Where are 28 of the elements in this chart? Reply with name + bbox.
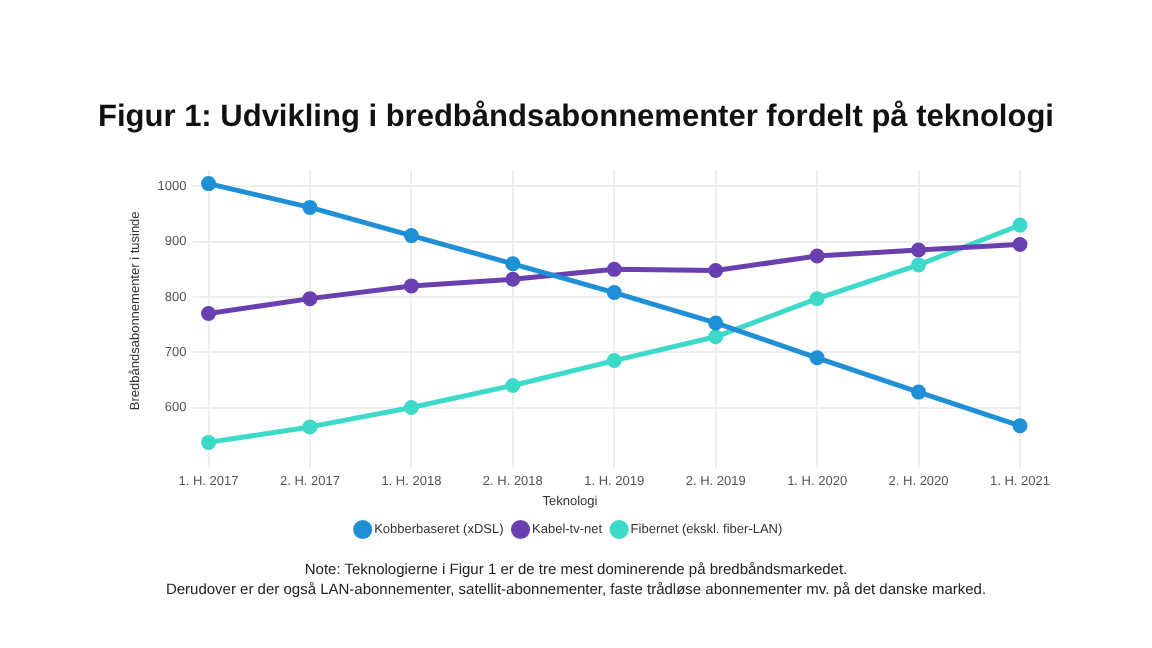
chart-title: Figur 1: Udvikling i bredbåndsabonnementer fordelt på teknologi — [96, 100, 1056, 136]
point — [403, 400, 419, 416]
point — [809, 350, 825, 366]
point — [606, 353, 622, 369]
point — [505, 377, 521, 393]
point — [1012, 418, 1028, 434]
point — [606, 285, 622, 301]
point — [809, 248, 825, 264]
point — [708, 315, 724, 331]
point — [911, 257, 927, 273]
point — [201, 306, 217, 322]
point — [708, 262, 724, 278]
point — [911, 384, 927, 400]
point — [201, 176, 217, 192]
point — [1012, 236, 1028, 252]
point — [403, 228, 419, 244]
point — [201, 434, 217, 450]
point — [809, 291, 825, 307]
point — [403, 278, 419, 294]
point — [708, 329, 724, 345]
point — [302, 199, 318, 215]
point — [302, 419, 318, 435]
point — [1012, 217, 1028, 233]
point — [505, 256, 521, 272]
point — [505, 271, 521, 287]
point — [911, 242, 927, 258]
point — [606, 261, 622, 277]
point — [302, 291, 318, 307]
